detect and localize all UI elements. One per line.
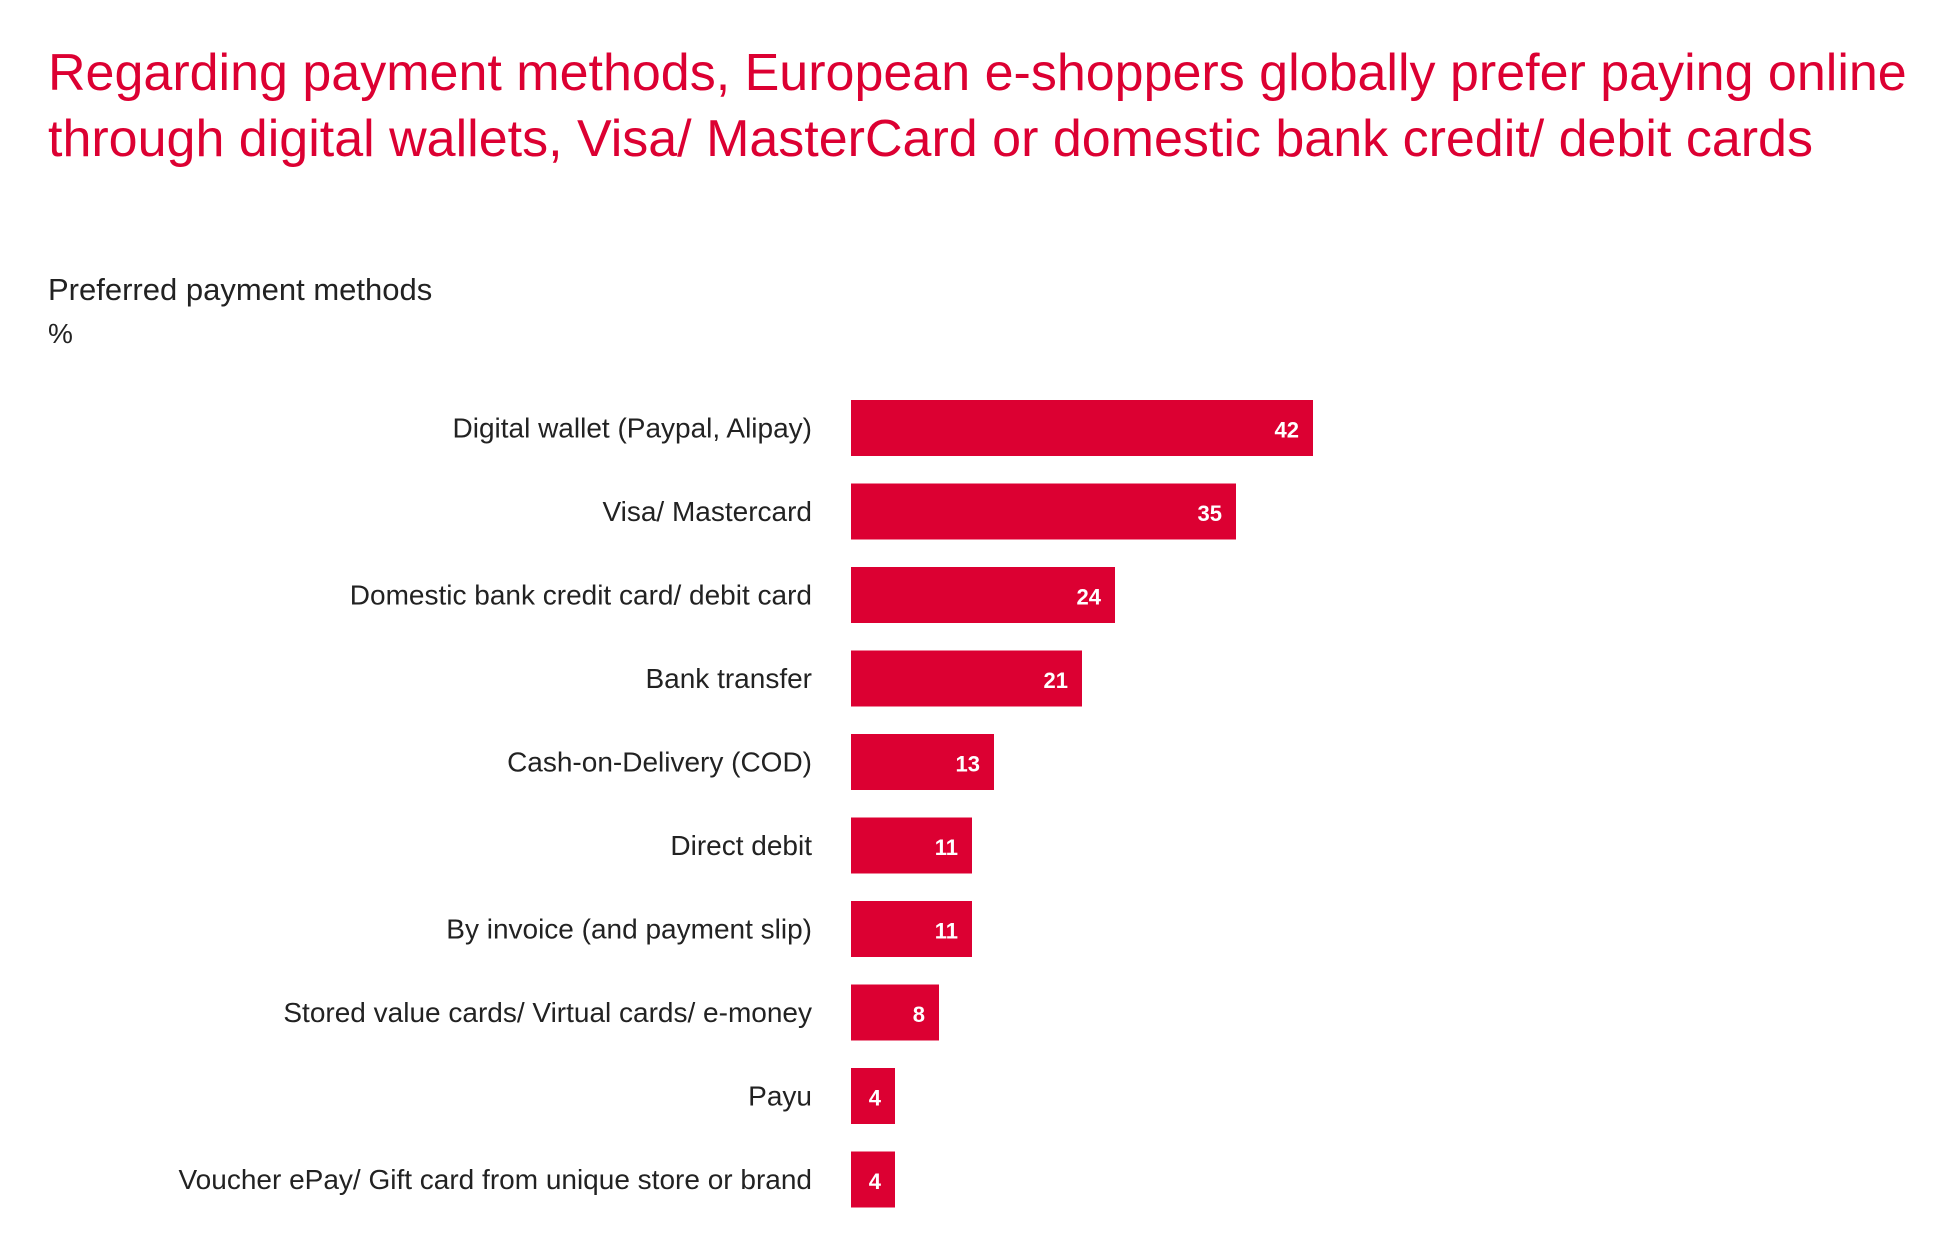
bar	[851, 650, 1082, 707]
category-label: Voucher ePay/ Gift card from unique stor…	[179, 1164, 812, 1195]
category-label: Bank transfer	[645, 663, 812, 694]
chart-unit: %	[48, 318, 73, 349]
value-label: 8	[913, 1002, 925, 1027]
category-label: Stored value cards/ Virtual cards/ e-mon…	[283, 997, 812, 1028]
bar	[851, 734, 994, 790]
category-label: Cash-on-Delivery (COD)	[507, 747, 812, 778]
value-label: 42	[1275, 418, 1299, 443]
bar	[851, 483, 1236, 540]
bar	[851, 1068, 895, 1124]
bar	[851, 400, 1313, 456]
value-label: 11	[935, 835, 958, 860]
bar	[851, 1151, 895, 1208]
category-label: Domestic bank credit card/ debit card	[350, 580, 812, 611]
page-title: Regarding payment methods, European e-sh…	[48, 44, 1907, 168]
value-label: 35	[1198, 501, 1222, 526]
chart-title: Preferred payment methods	[48, 272, 433, 307]
bar	[851, 984, 939, 1041]
category-label: Payu	[748, 1081, 812, 1112]
value-label: 4	[869, 1169, 882, 1194]
bar	[851, 817, 972, 874]
category-label: Digital wallet (Paypal, Alipay)	[453, 413, 813, 444]
bar	[851, 567, 1115, 623]
bar	[851, 901, 972, 957]
category-label: Visa/ Mastercard	[602, 496, 812, 527]
value-label: 13	[956, 752, 980, 777]
category-label: Direct debit	[670, 830, 812, 861]
value-label: 4	[869, 1086, 882, 1111]
value-label: 21	[1044, 668, 1068, 693]
value-label: 24	[1077, 585, 1102, 610]
category-label: By invoice (and payment slip)	[446, 914, 812, 945]
value-label: 11	[935, 919, 958, 944]
